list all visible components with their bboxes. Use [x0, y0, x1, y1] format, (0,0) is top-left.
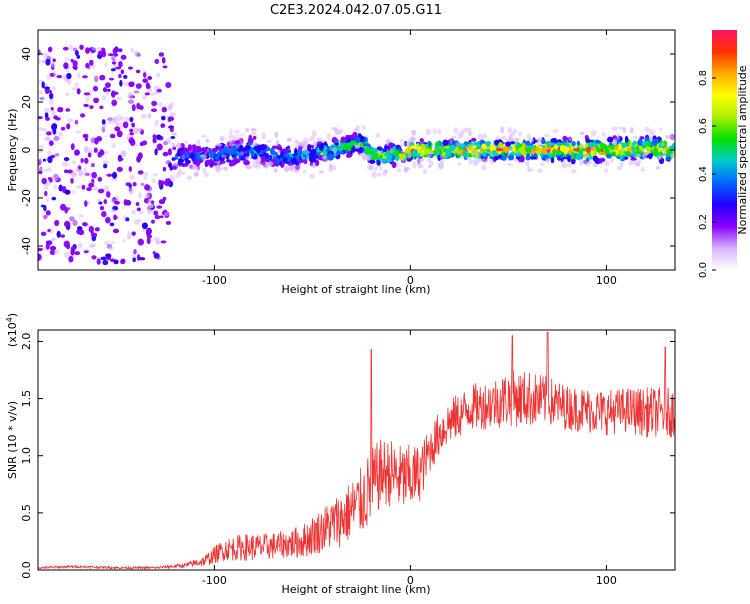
spectrogram-x-tick-label: -100 [202, 274, 227, 287]
spectrogram-x-tick-label: 0 [407, 274, 414, 287]
spectrogram-y-tick-label: 20 [20, 95, 33, 109]
colorbar-tick-label: 0.2 [698, 214, 709, 230]
figure-title: C2E3.2024.042.07.05.G11 [270, 3, 442, 18]
spectrogram-y-tick-label: 0 [20, 147, 33, 154]
snr-x-tick-label: 0 [407, 574, 414, 587]
spectrogram-y-ticks: -40 -20 0 20 40 [20, 47, 675, 255]
snr-y-scale: (x104) [5, 313, 19, 347]
snr-x-ticks: -100 0 100 [202, 330, 617, 587]
colorbar-label: Normalized spectral amplitude [736, 65, 749, 234]
spectrogram-y-tick-label: -20 [20, 189, 33, 207]
snr-y-ticks: 0.0 0.5 1.0 1.5 2.0 [20, 333, 675, 579]
colorbar-tick-label: 0.4 [698, 166, 709, 182]
snr-x-label: Height of straight line (km) [281, 583, 430, 596]
spectrogram-x-tick-label: 100 [596, 274, 617, 287]
colorbar-tick-label: 0.6 [698, 118, 709, 134]
spectrogram-panel: -100 0 100 -40 -20 0 20 40 Height of straight … [6, 29, 676, 296]
spectrogram-y-tick-label: 40 [20, 47, 33, 61]
colorbar-ticks: 0.0 0.2 0.4 0.6 0.8 [698, 70, 716, 278]
snr-y-tick-label: 1.0 [20, 447, 33, 465]
colorbar-gradient [712, 30, 737, 270]
snr-series-line [37, 331, 676, 571]
colorbar-tick-label: 0.8 [698, 70, 709, 86]
snr-y-tick-label: 0.5 [20, 504, 33, 522]
spectrogram-x-ticks: -100 0 100 [202, 30, 617, 287]
snr-y-tick-label: 0.0 [20, 561, 33, 579]
spectrogram-y-tick-label: -40 [20, 237, 33, 255]
snr-panel: -100 0 100 0.0 0.5 1.0 1.5 2.0 Height of strai… [5, 313, 676, 596]
snr-frame [37, 329, 676, 571]
snr-x-tick-label: -100 [202, 574, 227, 587]
spectrogram-heatmap [38, 44, 675, 266]
snr-y-label: SNR (10 * v/v) [6, 401, 19, 479]
colorbar-tick-label: 0.0 [698, 262, 709, 278]
snr-y-tick-label: 2.0 [20, 333, 33, 351]
colorbar: 0.0 0.2 0.4 0.6 0.8 Normalized spectral ampl… [698, 30, 749, 278]
snr-y-tick-label: 1.5 [20, 390, 33, 408]
snr-x-tick-label: 100 [596, 574, 617, 587]
snr-plot-area [37, 331, 676, 571]
spectrogram-x-label: Height of straight line (km) [281, 283, 430, 296]
spectrogram-y-label: Frequency (Hz) [6, 109, 19, 192]
